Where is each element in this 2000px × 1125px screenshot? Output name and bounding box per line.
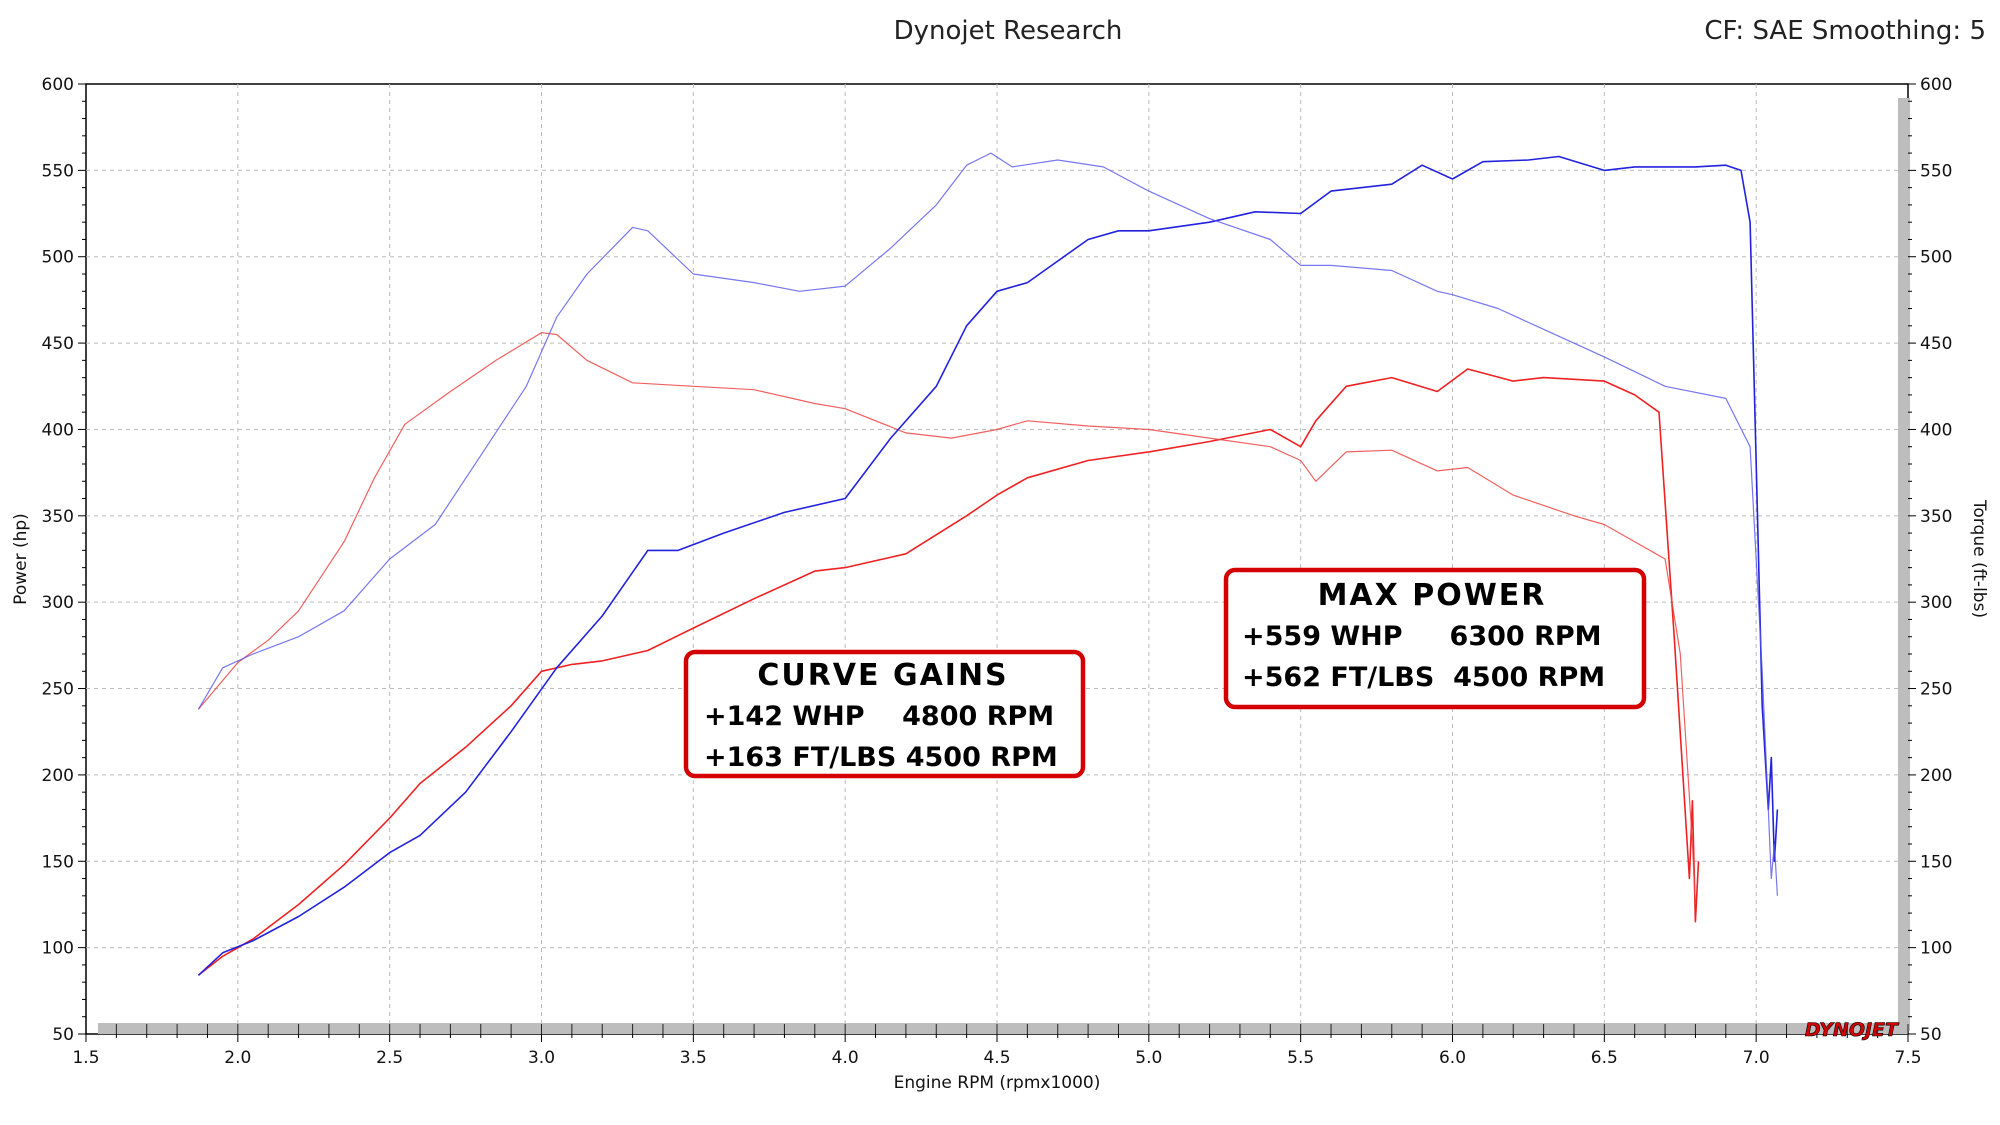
- dynojet-logo: DYNOJET: [1805, 1019, 1901, 1042]
- x-tick-label: 1.5: [72, 1048, 99, 1068]
- chart-title: Dynojet Research: [894, 16, 1123, 46]
- y-tick-label: 600: [42, 75, 74, 95]
- y-axis-label: Power (hp): [11, 513, 31, 605]
- y2-tick-label: 100: [1920, 939, 1952, 959]
- right-scrollbar[interactable]: [1898, 98, 1910, 1031]
- max-power-box: MAX POWER +559 WHP 6300 RPM +562 FT/LBS …: [1223, 567, 1647, 710]
- y2-tick-label: 300: [1920, 593, 1952, 613]
- bottom-minor-ticks: [115, 1024, 1909, 1034]
- series-line-2: [197, 332, 1696, 905]
- y2-tick-label: 500: [1920, 248, 1952, 268]
- y-tick-label: 450: [42, 334, 74, 354]
- svg-text:DYNOJET: DYNOJET: [1805, 1019, 1900, 1041]
- y-tick-label: 350: [42, 507, 74, 527]
- y2-tick-label: 350: [1920, 507, 1952, 527]
- x-tick-label: 6.5: [1591, 1048, 1618, 1068]
- max-power-title: MAX POWER: [1318, 578, 1547, 613]
- y-tick-label: 500: [42, 248, 74, 268]
- series-line-1: [197, 368, 1700, 976]
- curve-gains-title: CURVE GAINS: [757, 658, 1008, 693]
- y-tick-label: 550: [42, 161, 74, 181]
- x-tick-label: 5.5: [1287, 1048, 1314, 1068]
- max-power-line2: +562 FT/LBS 4500 RPM: [1242, 662, 1605, 693]
- series-layer: [197, 152, 1779, 976]
- x-tick-label: 5.0: [1135, 1048, 1162, 1068]
- curve-gains-line2: +163 FT/LBS 4500 RPM: [704, 742, 1058, 773]
- x-tick-label: 2.5: [376, 1048, 403, 1068]
- x-tick-label: 3.5: [680, 1048, 707, 1068]
- y-tick-label: 300: [42, 593, 74, 613]
- x-tick-label: 4.5: [983, 1048, 1010, 1068]
- curve-gains-box: CURVE GAINS +142 WHP 4800 RPM +163 FT/LB…: [683, 649, 1086, 779]
- y2-tick-label: 200: [1920, 766, 1952, 786]
- axes: 50 50 100 100 150 150 200 200 250 250 300 300 350 350…: [42, 75, 1953, 1068]
- y-tick-label: 100: [42, 939, 74, 959]
- y-tick-label: 250: [42, 680, 74, 700]
- x-tick-label: 2.0: [224, 1048, 251, 1068]
- y2-tick-label: 450: [1920, 334, 1952, 354]
- y-tick-label: 50: [52, 1025, 74, 1045]
- x-axis-label: Engine RPM (rpmx1000): [894, 1073, 1101, 1093]
- x-tick-label: 6.0: [1439, 1048, 1466, 1068]
- series-line-4: [197, 152, 1778, 896]
- settings-label: CF: SAE Smoothing: 5: [1704, 16, 1986, 46]
- y2-tick-label: 150: [1920, 852, 1952, 872]
- x-tick-label: 3.0: [528, 1048, 555, 1068]
- curve-gains-line1: +142 WHP 4800 RPM: [704, 701, 1054, 732]
- y2-tick-label: 600: [1920, 75, 1952, 95]
- series-line-3: [197, 155, 1779, 976]
- x-tick-label: 4.0: [832, 1048, 859, 1068]
- y-tick-label: 200: [42, 766, 74, 786]
- y2-tick-label: 50: [1920, 1025, 1942, 1045]
- y-tick-label: 150: [42, 852, 74, 872]
- y2-tick-label: 400: [1920, 420, 1952, 440]
- y-tick-label: 400: [42, 420, 74, 440]
- x-tick-label: 7.0: [1743, 1048, 1770, 1068]
- y2-tick-label: 550: [1920, 161, 1952, 181]
- max-power-line1: +559 WHP 6300 RPM: [1242, 621, 1602, 652]
- y2-tick-label: 250: [1920, 680, 1952, 700]
- y2-axis-label: Torque (ft-lbs): [1969, 499, 1989, 618]
- x-tick-label: 7.5: [1894, 1048, 1921, 1068]
- bottom-scrollbar[interactable]: [98, 1023, 1908, 1034]
